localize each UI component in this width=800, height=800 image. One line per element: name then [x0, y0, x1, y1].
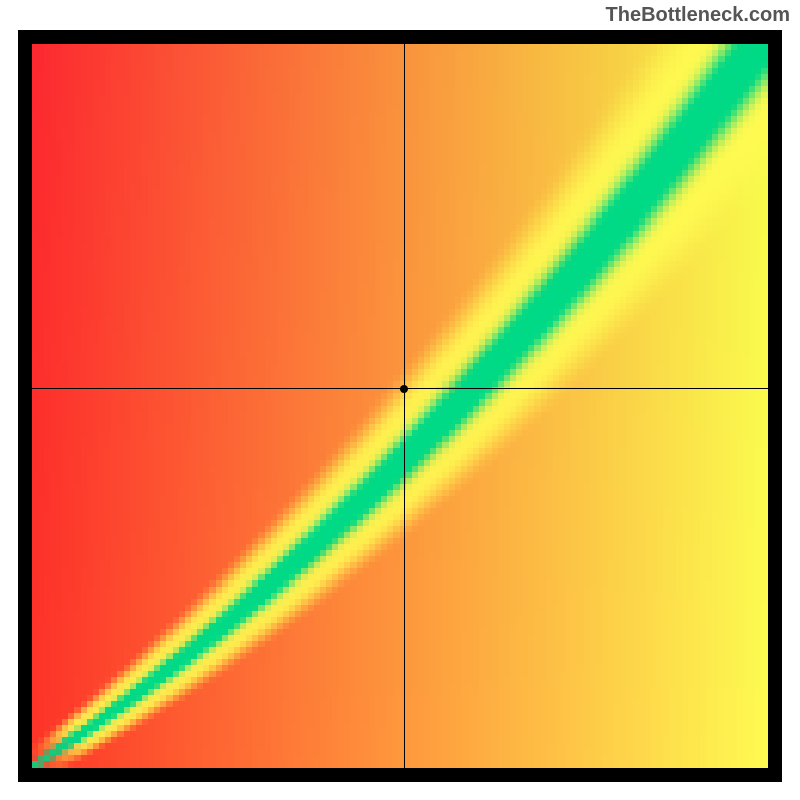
heatmap-canvas — [32, 44, 768, 768]
crosshair-vertical — [404, 44, 405, 768]
watermark-text: TheBottleneck.com — [606, 4, 790, 27]
crosshair-dot — [400, 385, 408, 393]
chart-container: TheBottleneck.com — [0, 0, 800, 800]
